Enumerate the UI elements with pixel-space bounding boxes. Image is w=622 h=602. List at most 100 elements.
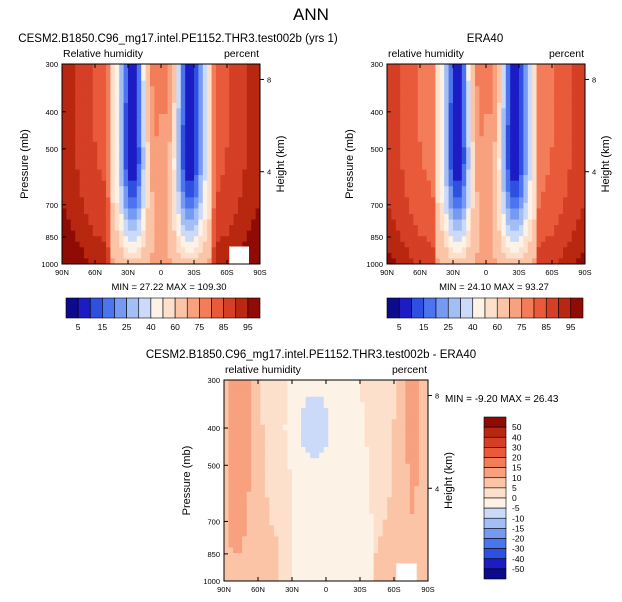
contour-cell [422,219,428,226]
contour-cell [409,130,414,137]
contour-cell [360,491,366,498]
contour-cell [84,214,89,221]
contour-cell [404,130,410,137]
contour-cell [492,80,498,87]
contour-cell [510,152,516,160]
contour-cell [287,380,293,387]
contour-cell [492,169,498,176]
contour-cell [220,219,226,226]
contour-cell [251,569,257,577]
contour-cell [128,219,133,226]
contour-cell [79,219,85,226]
contour-cell [310,396,316,403]
contour-cell [292,474,298,482]
contour-cell [423,380,428,387]
contour-cell [470,258,476,264]
contour-cell [364,452,370,459]
contour-cell [488,147,494,154]
contour-cell [378,419,384,426]
contour-cell [323,486,329,493]
contour-cell [571,141,577,148]
contour-cell [273,452,279,459]
contour-cell [237,502,243,510]
contour-cell [360,407,366,415]
contour-cell [558,158,564,165]
contour-cell [84,175,89,182]
contour-cell [519,164,524,171]
contour-cell [97,169,103,176]
contour-cell [479,208,485,215]
contour-cell [422,202,428,210]
contour-cell [84,241,89,248]
contour-cell [92,136,98,143]
contour-cell [128,214,133,221]
contour-cell [567,141,573,148]
contour-cell [220,164,226,171]
contour-cell [110,130,116,137]
contour-cell [414,553,420,560]
panel-model: 90N 60N 30N 0 30S 60S 90S300400500700850100084… [18,33,338,332]
contour-cell [251,497,257,504]
contour-cell [260,469,266,476]
contour-cell [176,241,182,248]
colorbar-label: 15 [98,322,108,332]
contour-cell [314,514,320,521]
contour-cell [310,541,316,549]
contour-cell [185,164,191,171]
contour-cell [163,247,169,254]
contour-cell [194,136,199,143]
contour-cell [246,197,252,204]
contour-cell [483,125,489,132]
contour-cell [413,241,419,248]
contour-cell [523,225,529,232]
contour-cell [387,407,393,415]
contour-cell [251,258,257,264]
contour-cell [198,114,204,121]
contour-cell [580,114,585,121]
contour-cell [220,169,226,176]
contour-cell [229,64,235,71]
contour-cell [501,141,507,148]
contour-cell [314,474,320,482]
contour-cell [483,158,489,165]
contour-cell [414,385,420,392]
contour-field [62,64,260,264]
contour-cell [567,97,573,104]
contour-cell [310,536,316,543]
contour-cell [154,197,160,204]
contour-cell [172,80,177,87]
contour-cell [400,547,406,554]
contour-cell [269,413,275,420]
contour-cell [75,130,81,137]
contour-cell [448,91,454,98]
contour-cell [79,86,85,93]
contour-cell [310,564,316,571]
contour-cell [194,214,199,221]
contour-cell [216,152,221,160]
contour-cell [264,396,270,403]
contour-cell [418,452,425,459]
contour-cell [119,91,125,98]
contour-cell [287,430,293,437]
contour-cell [439,102,445,110]
contour-cell [167,136,173,143]
contour-cell [66,197,72,204]
contour-cell [132,108,138,115]
contour-cell [228,463,234,470]
contour-cell [400,147,406,154]
contour-cell [260,491,266,498]
contour-cell [282,419,289,426]
contour-cell [123,69,129,76]
contour-cell [282,519,289,526]
contour-cell [264,441,270,448]
contour-cell [194,164,199,171]
contour-cell [461,136,467,143]
contour-cell [483,86,489,93]
contour-cell [405,430,411,437]
contour-cell [431,236,436,243]
contour-cell [154,152,160,160]
contour-cell [260,530,266,537]
contour-cell [409,236,414,243]
contour-cell [519,191,524,198]
contour-cell [461,108,467,115]
